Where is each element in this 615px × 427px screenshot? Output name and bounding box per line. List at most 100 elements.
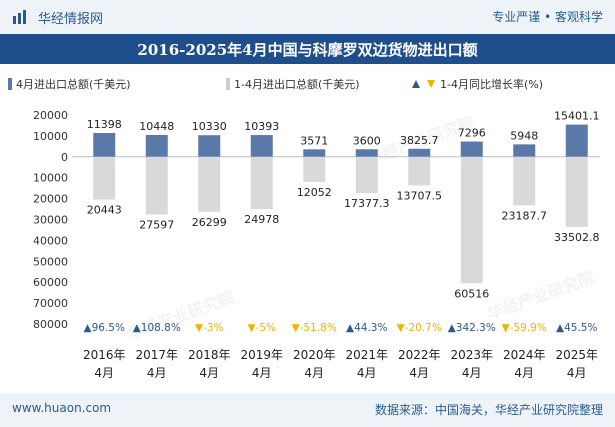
footer-bar xyxy=(0,393,615,427)
title-bar xyxy=(0,34,615,64)
legend-swatch-monthly xyxy=(8,78,12,90)
legend-label-growth: 1-4月同比增长率(%) xyxy=(440,77,543,91)
legend-up-icon xyxy=(412,80,420,88)
bar-monthly xyxy=(303,149,326,157)
bar-cumulative xyxy=(408,156,431,186)
y-tick-label: 70000 xyxy=(33,297,68,310)
top-bar xyxy=(0,0,615,34)
growth-label: ▲108.8% xyxy=(133,322,181,334)
growth-label: ▼-59.9% xyxy=(502,322,547,334)
data-label-monthly: 3571 xyxy=(300,134,328,147)
x-tick-label-year: 2021年 xyxy=(345,348,388,362)
x-tick-label-year: 2020年 xyxy=(293,348,336,362)
bar-monthly xyxy=(250,135,273,157)
bar-cumulative xyxy=(513,156,536,206)
bar-monthly xyxy=(513,144,536,157)
y-tick-label: 80000 xyxy=(33,318,68,331)
y-tick-label: 10000 xyxy=(33,172,68,185)
data-label-monthly: 10393 xyxy=(244,120,279,133)
data-label-cumulative: 23187.7 xyxy=(502,209,548,222)
y-tick-label: 0 xyxy=(61,151,68,164)
x-tick-label-month: 4月 xyxy=(199,366,219,380)
watermark: 华经产业研究院 xyxy=(485,268,597,324)
x-tick-label-month: 4月 xyxy=(304,366,324,380)
data-label-cumulative: 26299 xyxy=(192,216,227,229)
x-tick-label-year: 2025年 xyxy=(555,348,598,362)
chart-title: 2016-2025年4月中国与科摩罗双边货物进出口额 xyxy=(137,41,478,59)
x-tick-label-year: 2016年 xyxy=(83,348,126,362)
x-tick-label-month: 4月 xyxy=(252,366,272,380)
data-label-monthly: 3825.7 xyxy=(400,134,439,147)
bar-monthly xyxy=(93,132,116,157)
bar-monthly xyxy=(565,124,588,157)
y-tick-label: 60000 xyxy=(33,276,68,289)
bar-monthly xyxy=(198,135,221,157)
y-tick-label: 50000 xyxy=(33,255,68,268)
x-tick-label-year: 2018年 xyxy=(188,348,231,362)
x-tick-label-year: 2019年 xyxy=(240,348,283,362)
y-tick-label: 30000 xyxy=(33,214,68,227)
bar-cumulative xyxy=(303,156,326,182)
data-label-monthly: 11398 xyxy=(87,118,122,131)
x-tick-label-month: 4月 xyxy=(462,366,482,380)
growth-label: ▲44.3% xyxy=(346,322,387,334)
bar-cumulative xyxy=(93,156,116,200)
logo-icon xyxy=(13,10,26,24)
watermark: 华经产业研究院 xyxy=(125,288,237,344)
bar-cumulative xyxy=(460,156,483,284)
x-tick-label-year: 2024年 xyxy=(503,348,546,362)
x-tick-label-month: 4月 xyxy=(94,366,114,380)
x-tick-label-year: 2023年 xyxy=(450,348,493,362)
data-label-cumulative: 12052 xyxy=(297,186,332,199)
bar-cumulative xyxy=(250,156,273,210)
data-label-monthly: 7296 xyxy=(458,127,486,140)
y-tick-label: 10000 xyxy=(33,130,68,143)
data-label-cumulative: 20443 xyxy=(87,204,122,217)
growth-label: ▼-3% xyxy=(195,322,224,334)
growth-label: ▼-20.7% xyxy=(397,322,442,334)
x-tick-label-month: 4月 xyxy=(567,366,587,380)
y-tick-label: 20000 xyxy=(33,109,68,122)
data-label-cumulative: 17377.3 xyxy=(344,197,390,210)
bar-monthly xyxy=(460,141,483,157)
legend-swatch-cumulative xyxy=(226,78,230,90)
legend-down-icon xyxy=(427,80,435,88)
x-tick-label-month: 4月 xyxy=(514,366,534,380)
data-label-monthly: 15401.1 xyxy=(554,110,600,123)
bar-monthly xyxy=(145,134,168,157)
data-label-cumulative: 24978 xyxy=(244,213,279,226)
growth-label: ▲342.3% xyxy=(448,322,496,334)
data-label-monthly: 3600 xyxy=(353,134,381,147)
bar-monthly xyxy=(408,148,431,157)
x-tick-label-year: 2017年 xyxy=(135,348,178,362)
data-label-cumulative: 33502.8 xyxy=(554,231,600,244)
bar-cumulative xyxy=(145,156,168,215)
x-tick-label-month: 4月 xyxy=(147,366,167,380)
growth-label: ▼-51.8% xyxy=(292,322,337,334)
x-tick-label-month: 4月 xyxy=(357,366,377,380)
bar-monthly xyxy=(355,149,378,157)
footer-url: www.huaon.com xyxy=(12,401,112,415)
x-tick-label-year: 2022年 xyxy=(398,348,441,362)
legend-label-monthly: 4月进出口总额(千美元) xyxy=(16,77,131,91)
legend-label-cumulative: 1-4月进出口总额(千美元) xyxy=(234,77,360,91)
data-source: 数据来源：中国海关，华经产业研究院整理 xyxy=(374,403,603,417)
growth-label: ▲45.5% xyxy=(556,322,597,334)
data-label-monthly: 5948 xyxy=(510,129,538,142)
bar-cumulative xyxy=(355,156,378,194)
data-label-monthly: 10448 xyxy=(139,120,174,133)
data-label-cumulative: 60516 xyxy=(454,287,489,300)
bar-cumulative xyxy=(198,156,221,212)
data-label-monthly: 10330 xyxy=(192,120,227,133)
data-label-cumulative: 27597 xyxy=(139,218,174,231)
data-label-cumulative: 13707.5 xyxy=(397,189,443,202)
slogan: 专业严谨 • 客观科学 xyxy=(492,10,603,24)
bar-cumulative xyxy=(565,156,588,227)
brand-name: 华经情报网 xyxy=(38,12,104,27)
y-tick-label: 20000 xyxy=(33,193,68,206)
x-tick-label-month: 4月 xyxy=(409,366,429,380)
growth-label: ▲96.5% xyxy=(84,322,125,334)
growth-label: ▼-5% xyxy=(247,322,276,334)
y-tick-label: 40000 xyxy=(33,234,68,247)
